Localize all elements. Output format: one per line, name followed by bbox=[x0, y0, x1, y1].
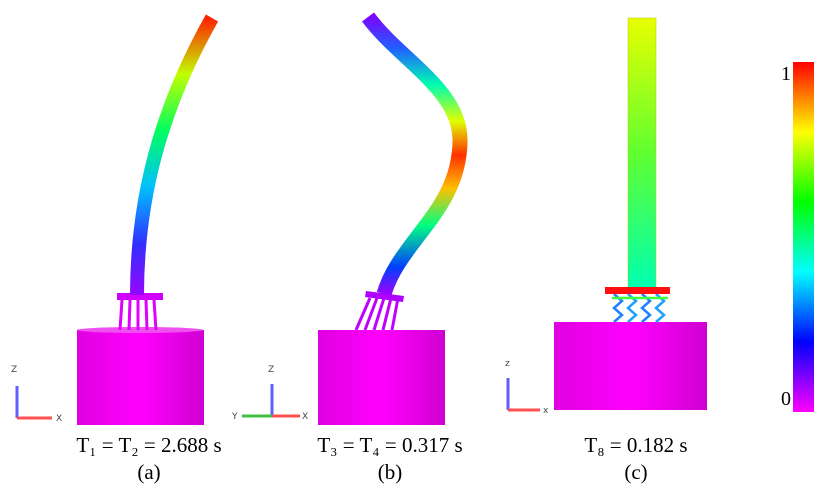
axis-triad: z x bbox=[505, 359, 549, 416]
colorbar-min: 0 bbox=[781, 388, 791, 410]
axis-triad: Z Y X bbox=[231, 365, 308, 422]
springs bbox=[612, 294, 668, 322]
axis-label: X bbox=[302, 412, 308, 422]
period: T₈ = 0.182 s bbox=[584, 433, 687, 457]
axis-label: Z bbox=[11, 365, 17, 375]
base bbox=[318, 330, 445, 425]
colorbar-gradient bbox=[793, 62, 814, 412]
period: T₁ = T₂ = 2.688 s bbox=[76, 433, 221, 457]
axis-label: Y bbox=[231, 412, 238, 422]
base bbox=[554, 322, 707, 410]
panel-label: (a) bbox=[137, 460, 160, 484]
panel-a: Z X T₁ = T₂ = 2.688 s (a) bbox=[11, 18, 222, 484]
axis-label: x bbox=[543, 406, 549, 416]
column bbox=[628, 18, 656, 288]
panel-label: (b) bbox=[378, 460, 403, 484]
figure: Z X T₁ = T₂ = 2.688 s (a) Z Y X T₃ = T₄ … bbox=[0, 0, 814, 496]
colorbar: 1 0 bbox=[781, 62, 814, 412]
plate bbox=[605, 287, 670, 294]
legs bbox=[356, 298, 398, 330]
base bbox=[77, 330, 204, 425]
base-top bbox=[77, 327, 203, 333]
legs bbox=[120, 300, 156, 330]
panel-label: (c) bbox=[624, 460, 647, 484]
axis-label: Z bbox=[268, 365, 274, 375]
axis-label: X bbox=[56, 414, 62, 424]
colorbar-max: 1 bbox=[781, 63, 791, 85]
axis-label: z bbox=[505, 359, 510, 369]
panel-c: z x T₈ = 0.182 s (c) bbox=[505, 18, 707, 484]
period: T₃ = T₄ = 0.317 s bbox=[317, 433, 462, 457]
beam bbox=[137, 18, 212, 295]
page: {"panels": [ {"period": "T\u2081 = T\u20… bbox=[0, 0, 814, 496]
panel-b: Z Y X T₃ = T₄ = 0.317 s (b) bbox=[231, 17, 463, 484]
beam bbox=[368, 17, 460, 294]
axis-triad: Z X bbox=[11, 365, 62, 424]
